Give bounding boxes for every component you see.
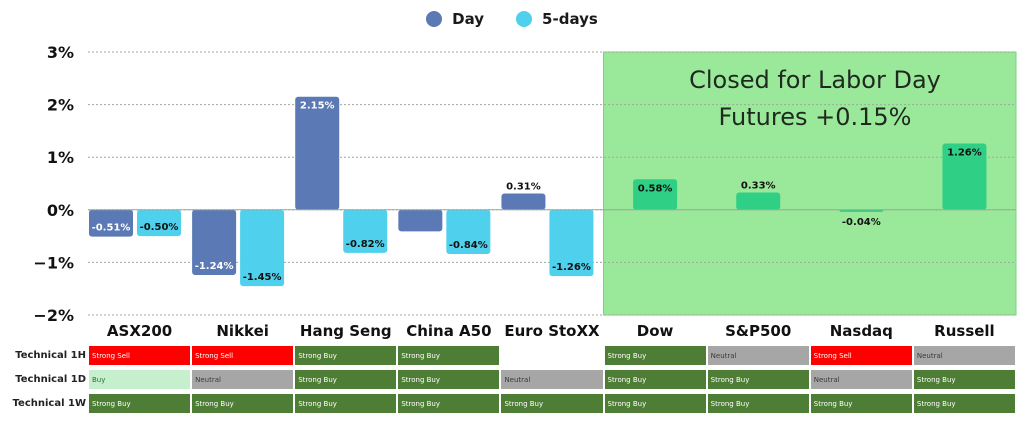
technicals-cell: Strong Buy (912, 393, 1016, 414)
data-label-day: -0.41% (401, 236, 440, 247)
technicals-cell: Strong Buy (294, 369, 398, 390)
x-tick-label: Russell (934, 322, 995, 340)
bar-day (736, 192, 781, 210)
bar-day (839, 209, 884, 212)
technicals-cell: Strong Buy (500, 393, 604, 414)
technicals-cell: Strong Sell (88, 345, 192, 366)
y-tick-label: −1% (33, 253, 74, 272)
data-label-day: 0.33% (741, 180, 776, 191)
data-label-day: -0.04% (842, 217, 881, 228)
bar-5days (240, 209, 285, 287)
bar-day (942, 143, 987, 210)
technicals-cell: Strong Buy (191, 393, 295, 414)
technicals-row-label: Technical 1D (15, 374, 86, 385)
technicals-cell: Neutral (500, 369, 604, 390)
closed-annotation-line1: Closed for Labor Day (689, 66, 941, 94)
bar-day (501, 193, 546, 210)
x-tick-label: Nasdaq (830, 322, 893, 340)
data-label-day: 2.15% (300, 101, 335, 112)
bar-5days (137, 209, 181, 237)
data-label-day: -0.51% (92, 223, 131, 234)
technicals-cell: Strong Buy (912, 369, 1016, 390)
technicals-cell: Strong Buy (294, 393, 398, 414)
technicals-row: Technical 1W Strong Buy Strong Buy Strong B… (0, 393, 1024, 415)
data-label-day: 0.31% (506, 181, 541, 192)
bar-5days (343, 209, 388, 253)
technicals-cell: Strong Buy (809, 393, 913, 414)
bar-day (295, 96, 340, 210)
x-tick-label: China A50 (406, 322, 491, 340)
data-label-5days: -0.84% (449, 240, 488, 251)
technicals-row: Technical 1D Buy Neutral Strong Buy Strong B… (0, 369, 1024, 391)
legend-item-5days: 5-days (516, 8, 598, 30)
technicals-cell: Strong Sell (191, 345, 295, 366)
y-tick-label: 3% (47, 43, 74, 62)
data-label-day: 0.58% (638, 183, 673, 194)
technicals-cell: Strong Sell (809, 345, 913, 366)
technicals-cell: Neutral (706, 345, 810, 366)
bar-5days (549, 209, 594, 277)
x-tick-label: ASX200 (107, 322, 172, 340)
technicals-cell: Neutral (809, 369, 913, 390)
bar-5days (446, 209, 491, 254)
technicals-cell: Buy (88, 369, 192, 390)
legend-swatch-5days (516, 11, 533, 27)
x-tick-label: Dow (637, 322, 674, 340)
data-label-day: -1.24% (195, 261, 234, 272)
closed-annotation-line2: Futures +0.15% (718, 103, 912, 131)
legend-swatch-day (426, 11, 443, 27)
bar-chart: 3% 2% 1% 0% −1% −2% -0.51% -0.50% ASX200 -1.24% -1… (33, 43, 1017, 340)
legend-label-5days: 5-days (542, 10, 598, 28)
technicals-cell: Strong Buy (603, 393, 707, 414)
data-label-5days: -0.50% (140, 222, 179, 233)
technicals-cell: Strong Buy (397, 393, 501, 414)
data-label-5days: -1.45% (243, 272, 282, 283)
legend-item-day: Day (426, 8, 484, 30)
technicals-row-label: Technical 1W (12, 398, 86, 409)
y-tick-label: −2% (33, 306, 74, 325)
technicals-cell: Strong Buy (706, 369, 810, 390)
x-tick-label: Nikkei (216, 322, 269, 340)
bar-day (89, 209, 133, 237)
y-tick-label: 1% (47, 148, 74, 167)
bar-day (398, 209, 443, 232)
technicals-cell: Strong Buy (397, 369, 501, 390)
bar-day (633, 179, 678, 210)
y-tick-label: 0% (47, 201, 74, 220)
x-tick-label: Hang Seng (300, 322, 392, 340)
legend-label-day: Day (452, 10, 485, 28)
technicals-cell: Neutral (912, 345, 1016, 366)
technicals-cell: Strong Buy (294, 345, 398, 366)
y-tick-label: 2% (47, 96, 74, 115)
technicals-row-label: Technical 1H (15, 350, 86, 361)
x-tick-label: S&P500 (725, 322, 791, 340)
technicals-cell: Strong Buy (397, 345, 501, 366)
technicals-cell: Strong Buy (603, 345, 707, 366)
technicals-cell: Strong Buy (88, 393, 192, 414)
data-label-5days: -0.82% (346, 239, 385, 250)
data-label-5days: -1.26% (552, 262, 591, 273)
technicals-row: Technical 1H Strong Sell Strong Sell Strong… (0, 345, 1024, 367)
chart-legend: Day 5-days (0, 8, 1024, 30)
technicals-cell: Strong Buy (603, 369, 707, 390)
closed-annotation: Closed for Labor Day Futures +0.15% (614, 62, 1016, 136)
technicals-cell: Strong Buy (706, 393, 810, 414)
data-label-day: 1.26% (947, 148, 982, 159)
x-tick-label: Euro StoXX (504, 322, 600, 340)
technicals-cell: Neutral (191, 369, 295, 390)
bar-day (192, 209, 237, 276)
technicals-cell (500, 345, 604, 366)
